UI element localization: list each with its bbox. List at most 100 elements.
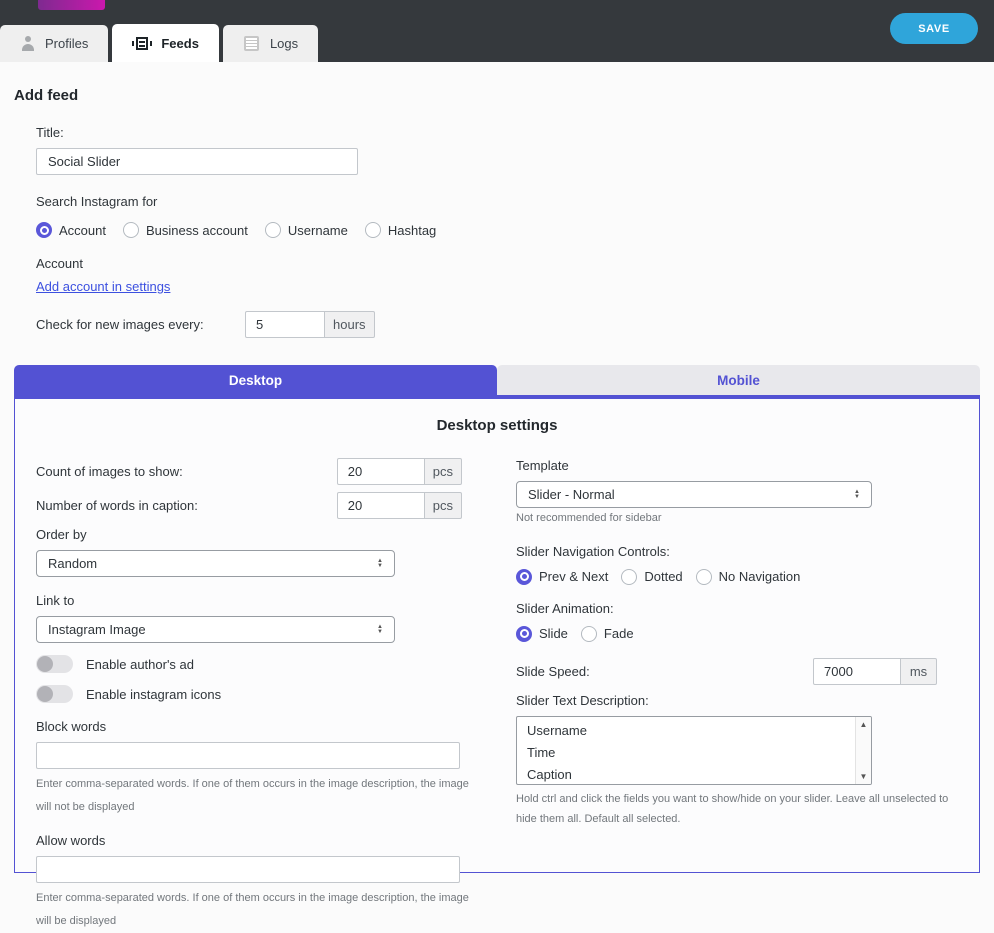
slider-text-description-listbox[interactable]: Username Time Caption ▲ ▼ xyxy=(516,715,872,785)
radio-prev-next-label: Prev & Next xyxy=(539,569,609,585)
words-caption-row: Number of words in caption: pcs xyxy=(36,492,462,519)
toggle-switch-off xyxy=(36,685,73,703)
radio-fade-label: Fade xyxy=(603,626,634,642)
count-images-input[interactable] xyxy=(336,458,425,485)
desktop-settings-panel: Desktop settings Count of images to show… xyxy=(14,399,980,927)
slide-speed-label: Slide Speed: xyxy=(516,663,590,679)
toggle-switch-off xyxy=(36,655,73,673)
device-tabs-underline xyxy=(14,395,980,399)
enable-authors-ad-label: Enable author's ad xyxy=(86,656,195,672)
carousel-icon xyxy=(132,36,153,50)
device-tabs: Desktop Mobile xyxy=(14,365,980,395)
tab-logs[interactable]: Logs xyxy=(222,25,319,62)
title-input[interactable] xyxy=(36,148,358,175)
radio-hashtag-label: Hashtag xyxy=(387,222,437,238)
words-caption-input[interactable] xyxy=(336,492,425,519)
radio-dotted-label: Dotted xyxy=(644,569,683,585)
tab-mobile[interactable]: Mobile xyxy=(497,365,980,395)
tab-profiles[interactable]: Profiles xyxy=(0,25,109,62)
check-interval-group: hours xyxy=(245,311,375,338)
enable-authors-ad-toggle[interactable]: Enable author's ad xyxy=(36,655,462,673)
block-words-help: Enter comma-separated words. If one of t… xyxy=(36,778,469,814)
radio-circle xyxy=(264,222,281,238)
radio-username[interactable]: Username xyxy=(264,222,348,238)
allow-words-label: Allow words xyxy=(36,833,106,849)
scroll-up-icon[interactable]: ▲ xyxy=(859,719,868,729)
listbox-scrollbar[interactable]: ▲ ▼ xyxy=(855,716,871,784)
settings-right-column: Template Slider - Normal ▲ ▼ Not recommen… xyxy=(516,458,950,933)
slider-animation-radio-group: Slide Fade xyxy=(516,625,950,642)
count-images-unit: pcs xyxy=(424,458,462,485)
listbox-option-username[interactable]: Username xyxy=(527,722,587,738)
check-interval-label: Check for new images every: xyxy=(36,317,204,332)
nav-controls-radio-group: Prev & Next Dotted No Navigation xyxy=(516,568,950,585)
radio-circle xyxy=(621,568,638,585)
radio-slide[interactable]: Slide xyxy=(516,625,568,642)
slide-speed-row: Slide Speed: ms xyxy=(516,657,937,685)
account-label: Account xyxy=(36,256,83,271)
title-label: Title: xyxy=(36,125,64,140)
tab-feeds-label: Feeds xyxy=(161,35,199,51)
slide-speed-unit: ms xyxy=(901,657,937,685)
listbox-option-caption[interactable]: Caption xyxy=(527,766,572,782)
radio-hashtag[interactable]: Hashtag xyxy=(364,222,437,238)
enable-instagram-icons-toggle[interactable]: Enable instagram icons xyxy=(36,685,462,703)
select-arrows-icon: ▲ ▼ xyxy=(854,488,860,500)
list-icon xyxy=(244,36,260,51)
radio-circle xyxy=(580,625,597,642)
plugin-logo xyxy=(38,0,105,10)
radio-no-navigation-label: No Navigation xyxy=(718,569,801,585)
block-words-input[interactable] xyxy=(36,742,460,769)
link-to-value: Instagram Image xyxy=(48,622,146,637)
top-bar: SAVE Profiles Feeds Logs xyxy=(0,0,994,62)
link-to-label: Link to xyxy=(36,593,75,608)
page-title: Add feed xyxy=(14,87,79,104)
radio-prev-next[interactable]: Prev & Next xyxy=(516,568,609,585)
radio-no-navigation[interactable]: No Navigation xyxy=(695,568,801,585)
save-button[interactable]: SAVE xyxy=(890,13,978,44)
words-caption-unit: pcs xyxy=(424,492,462,519)
person-icon xyxy=(20,36,36,51)
count-images-row: Count of images to show: pcs xyxy=(36,458,462,485)
listbox-option-time[interactable]: Time xyxy=(527,744,556,760)
select-arrows-icon: ▲ ▼ xyxy=(377,557,383,569)
radio-dotted[interactable]: Dotted xyxy=(621,568,683,585)
count-images-label: Count of images to show: xyxy=(36,464,183,479)
slide-speed-input[interactable] xyxy=(813,657,901,685)
radio-account-label: Account xyxy=(59,222,106,238)
words-caption-label: Number of words in caption: xyxy=(36,498,198,513)
check-interval-input[interactable] xyxy=(245,311,325,338)
link-to-select[interactable]: Instagram Image ▲ ▼ xyxy=(36,616,395,643)
settings-left-column: Count of images to show: pcs Number of w… xyxy=(36,458,469,933)
search-instagram-label: Search Instagram for xyxy=(36,194,158,209)
scroll-down-icon[interactable]: ▼ xyxy=(859,771,868,781)
order-by-label: Order by xyxy=(36,527,87,542)
slider-text-description-label: Slider Text Description: xyxy=(516,692,649,708)
radio-business-label: Business account xyxy=(145,222,248,238)
allow-words-input[interactable] xyxy=(36,856,460,884)
tab-logs-label: Logs xyxy=(269,36,299,51)
add-account-link[interactable]: Add account in settings xyxy=(36,279,171,294)
radio-circle-checked xyxy=(516,568,532,585)
radio-username-label: Username xyxy=(287,222,348,238)
check-interval-row: Check for new images every: hours xyxy=(36,311,994,338)
template-help: Not recommended for sidebar xyxy=(516,512,662,524)
block-words-label: Block words xyxy=(36,719,107,734)
tab-desktop[interactable]: Desktop xyxy=(14,365,497,395)
radio-circle-checked xyxy=(516,625,532,642)
tab-feeds[interactable]: Feeds xyxy=(112,24,219,62)
allow-words-help: Enter comma-separated words. If one of t… xyxy=(36,892,469,928)
select-arrows-icon: ▲ ▼ xyxy=(377,623,383,635)
radio-slide-label: Slide xyxy=(539,626,568,642)
radio-fade[interactable]: Fade xyxy=(580,625,634,642)
panel-heading: Desktop settings xyxy=(436,417,558,434)
radio-business-account[interactable]: Business account xyxy=(122,222,248,238)
order-by-select[interactable]: Random ▲ ▼ xyxy=(36,550,395,577)
main-content: Add feed Title: Search Instagram for Acc… xyxy=(0,62,994,927)
template-select[interactable]: Slider - Normal ▲ ▼ xyxy=(516,481,872,508)
nav-controls-label: Slider Navigation Controls: xyxy=(516,543,670,559)
main-tabs: Profiles Feeds Logs xyxy=(0,24,319,62)
search-type-radio-group: Account Business account Username Hashta… xyxy=(36,222,994,238)
radio-account[interactable]: Account xyxy=(36,222,106,238)
enable-instagram-icons-label: Enable instagram icons xyxy=(86,686,222,702)
